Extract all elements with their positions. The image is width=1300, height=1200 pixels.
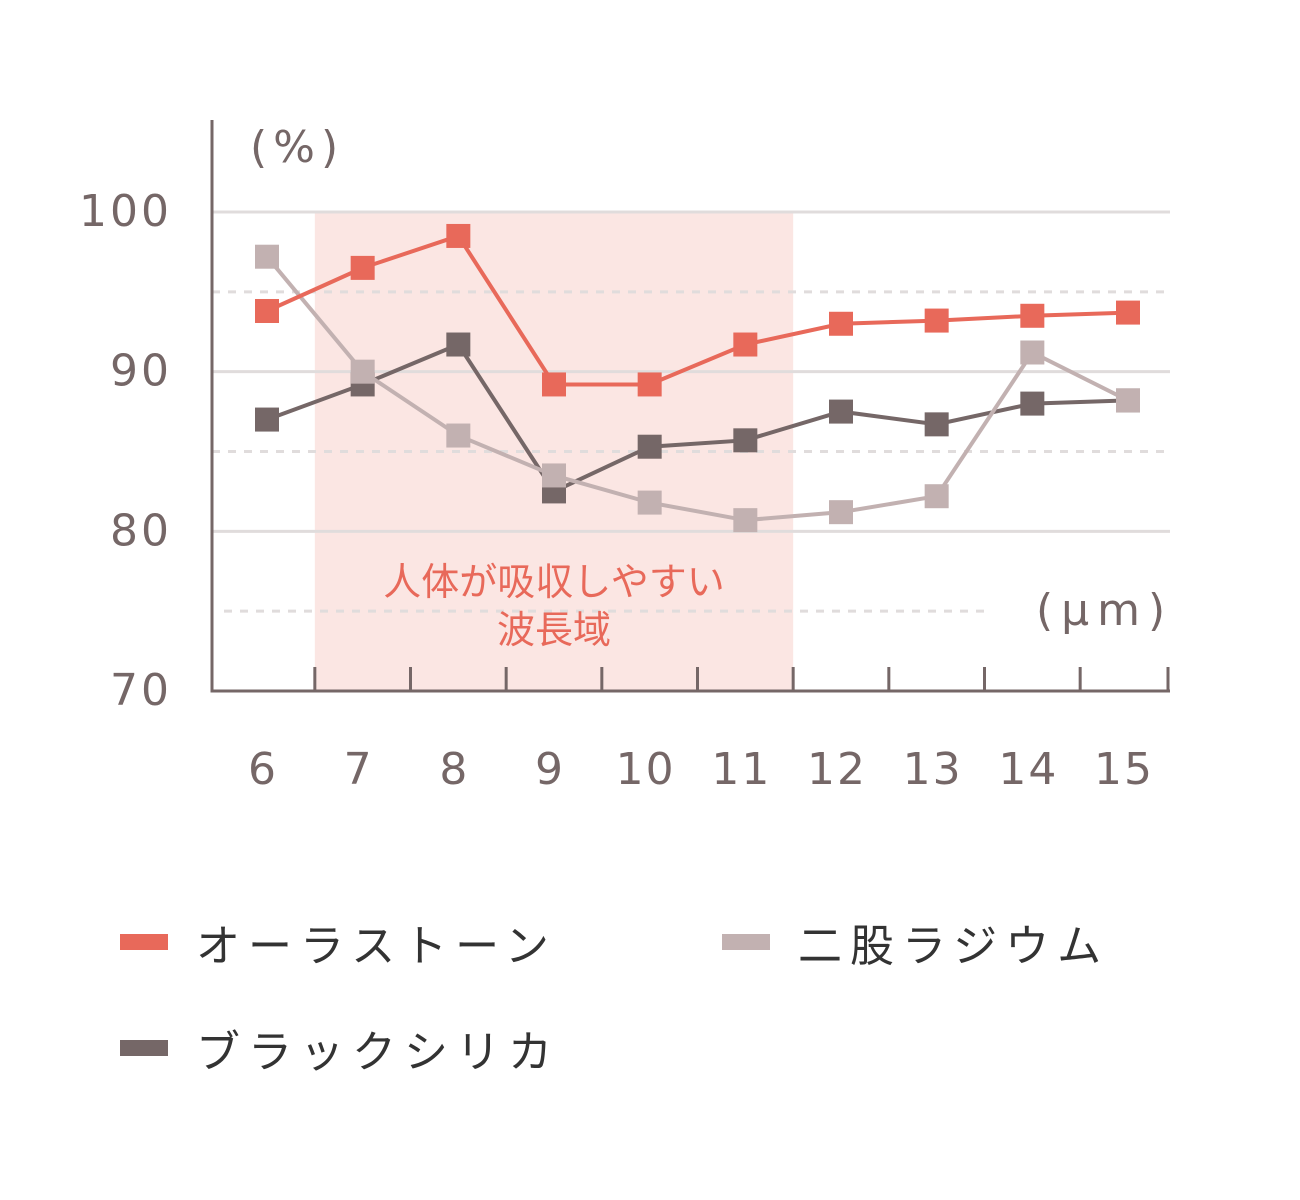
y-tick-label: 80 [110,505,172,556]
y-axis-tick-labels: 100 90 80 70 [79,186,172,716]
series-line [266,233,1129,387]
data-point-marker [924,412,949,437]
data-point-marker [1116,388,1140,413]
legend-item-aurastone: オーラストーン [120,910,557,974]
x-tick-label: 15 [1094,744,1154,795]
y-tick-label: 70 [110,665,172,716]
data-point-marker [924,308,949,333]
legend-label: 二股ラジウム [798,921,1110,972]
data-point-marker [829,311,853,336]
x-tick-label: 14 [998,744,1058,795]
x-tick-label: 9 [535,744,565,795]
data-point-marker [1116,300,1140,325]
legend-swatch-aurastone [120,934,168,950]
x-tick-label: 10 [616,744,676,795]
axes [210,120,1170,693]
data-point-marker [446,423,471,448]
data-point-marker [255,407,279,432]
legend-label: ブラックシリカ [196,1027,560,1078]
data-point-marker [733,508,758,533]
data-point-marker [637,490,662,515]
data-point-marker [350,255,375,280]
x-tick-label: 6 [248,744,278,795]
data-point-marker [255,244,279,269]
legend-item-futamata-radium: 二股ラジウム [722,910,1109,974]
series-line [266,342,1129,494]
x-tick-label: 12 [807,744,867,795]
x-axis-tick-labels: 6 7 8 9 10 11 12 13 14 15 [248,744,1154,795]
data-point-marker [255,298,279,323]
x-tick-label: 7 [344,744,374,795]
data-series [255,223,1140,533]
y-tick-label: 90 [110,346,172,397]
data-point-marker [542,372,566,397]
series-2 [255,244,1140,533]
data-point-marker [637,434,662,459]
legend-item-black-silica: ブラックシリカ [120,1016,560,1080]
y-tick-label: 100 [79,186,172,237]
data-point-marker [446,223,471,248]
legend-swatch-black-silica [120,1040,168,1056]
data-point-marker [446,332,471,357]
x-axis-unit-label: (μm) [1036,585,1173,636]
data-point-marker [1020,391,1045,416]
data-point-marker [637,372,662,397]
data-point-marker [542,463,566,488]
data-point-marker [1020,303,1045,328]
x-tick-label: 8 [439,744,469,795]
data-point-marker [829,399,853,424]
band-label: 人体が吸収しやすい 波長域 [383,560,725,652]
series-line [265,255,1129,523]
legend-swatch-futamata-radium [722,934,770,950]
data-point-marker [924,484,949,509]
data-point-marker [350,359,375,384]
data-point-marker [1020,340,1045,365]
legend-label: オーラストーン [196,921,557,972]
x-tick-label: 13 [903,744,963,795]
x-tick-label: 11 [711,744,771,795]
band-label-line-1: 人体が吸収しやすい [383,560,725,604]
data-point-marker [733,428,758,453]
band-label-line-2: 波長域 [497,608,611,652]
y-axis-unit-label: (%) [250,122,344,173]
data-point-marker [733,332,758,357]
series-0 [255,223,1140,397]
data-point-marker [829,500,853,525]
